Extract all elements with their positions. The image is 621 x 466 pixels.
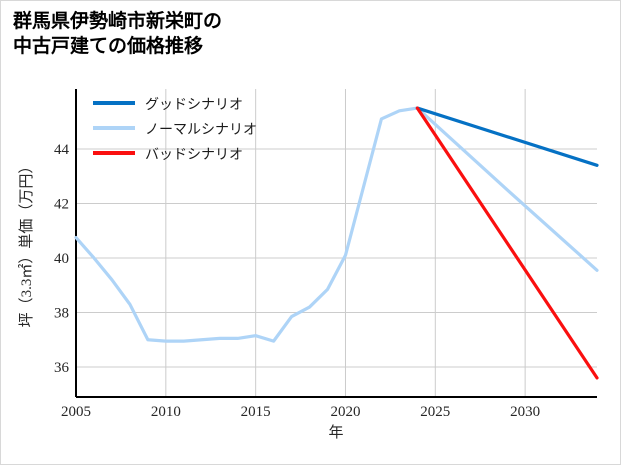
y-axis-tick-label: 42 bbox=[54, 196, 69, 212]
x-axis-ticks: 2005 2010 2015 2020 2025 2030 bbox=[61, 404, 540, 420]
series-lines bbox=[74, 106, 599, 380]
y-axis-tick-label: 40 bbox=[54, 251, 69, 267]
axis-frame bbox=[75, 89, 597, 398]
chart-title: 群馬県伊勢崎市新栄町の 中古戸建ての価格推移 bbox=[13, 9, 222, 60]
x-axis-tick-label: 2025 bbox=[420, 404, 450, 420]
y-axis-tick-label: 36 bbox=[54, 360, 70, 376]
gridlines bbox=[75, 89, 597, 397]
x-axis-title: 年 bbox=[328, 424, 343, 441]
y-axis-title: 坪（3.3㎡）単価（万円） bbox=[18, 159, 35, 328]
x-axis-tick-label: 2010 bbox=[151, 404, 181, 420]
series-line bbox=[415, 106, 599, 167]
legend-label: グッドシナリオ bbox=[145, 97, 243, 113]
x-axis-tick-label: 2005 bbox=[61, 404, 91, 420]
x-axis-tick-label: 2020 bbox=[330, 404, 360, 420]
legend-label: バッドシナリオ bbox=[145, 148, 243, 163]
chart-title-text: 群馬県伊勢崎市新栄町の 中古戸建ての価格推移 bbox=[13, 11, 223, 58]
series-line bbox=[415, 106, 599, 380]
legend-label: ノーマルシナリオ bbox=[145, 123, 257, 138]
x-axis-tick-label: 2030 bbox=[510, 404, 540, 420]
y-axis-tick-label: 38 bbox=[54, 306, 69, 322]
y-axis-ticks: 36 38 40 42 44 bbox=[54, 142, 70, 376]
y-axis-tick-label: 44 bbox=[54, 142, 70, 158]
series-line bbox=[74, 106, 599, 343]
x-axis-tick-label: 2015 bbox=[241, 404, 271, 420]
